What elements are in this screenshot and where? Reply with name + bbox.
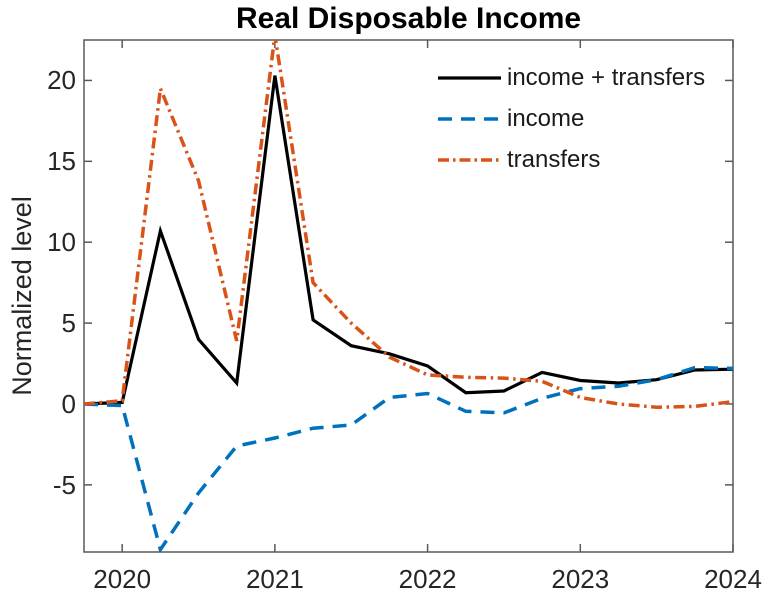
series-line-transfers bbox=[84, 40, 733, 409]
legend-label: transfers bbox=[507, 145, 601, 173]
chart-title: Real Disposable Income bbox=[235, 2, 582, 35]
x-tick-label: 2022 bbox=[398, 564, 457, 594]
legend-line-dashdot bbox=[438, 157, 501, 162]
legend-label: income + transfers bbox=[507, 63, 706, 91]
legend-line-solid bbox=[438, 75, 501, 80]
legend-item-transfers: transfers bbox=[438, 139, 705, 180]
series-line-income bbox=[84, 365, 733, 552]
legend: income + transfers income transfers bbox=[438, 57, 705, 180]
legend-item-income: income bbox=[438, 98, 705, 139]
x-tick-label: 2021 bbox=[245, 564, 304, 594]
y-tick-label: 0 bbox=[61, 388, 76, 419]
x-tick-label: 2023 bbox=[551, 564, 610, 594]
legend-line-dashed bbox=[438, 116, 501, 121]
y-tick-label: -5 bbox=[52, 469, 76, 500]
axes-box bbox=[83, 39, 734, 553]
legend-item-income-plus-transfers: income + transfers bbox=[438, 57, 705, 98]
x-tick-label: 2024 bbox=[704, 564, 762, 594]
y-tick-label: 5 bbox=[61, 308, 76, 339]
y-tick-label: 20 bbox=[47, 65, 76, 96]
y-tick-label: 10 bbox=[47, 227, 76, 258]
x-tick-label: 2020 bbox=[93, 564, 152, 594]
legend-label: income bbox=[507, 104, 585, 132]
y-tick-label: 15 bbox=[47, 146, 76, 177]
series-line-income-transfers bbox=[84, 75, 733, 406]
